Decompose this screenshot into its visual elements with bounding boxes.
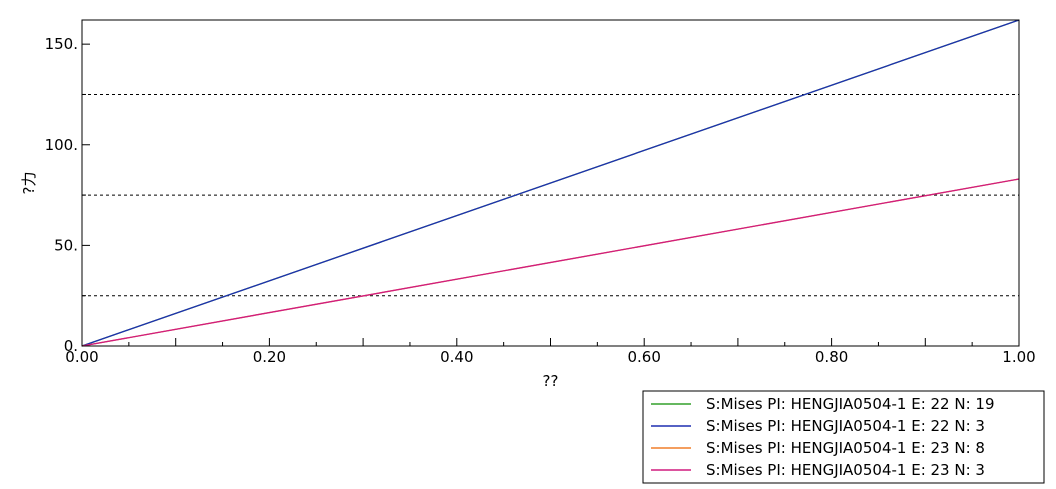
legend-entry: S:Mises PI: HENGJIA0504-1 E: 22 N: 19 [706, 395, 995, 413]
x-tick-label: 0.40 [440, 348, 473, 366]
x-axis: 0.00 0.20 0.40 0.60 0.80 1.00 [65, 338, 1036, 366]
legend-entry: S:Mises PI: HENGJIA0504-1 E: 22 N: 3 [706, 417, 985, 435]
x-tick-label: 0.80 [815, 348, 848, 366]
reference-lines [82, 93, 1019, 297]
series-line-1 [81, 19, 1020, 347]
x-tick-label: 0.60 [627, 348, 660, 366]
x-axis-label: ?? [543, 372, 559, 390]
x-tick-label: 0.00 [65, 348, 98, 366]
series-line-3 [81, 178, 1020, 347]
y-tick-label: 0. [64, 337, 78, 355]
legend-entry: S:Mises PI: HENGJIA0504-1 E: 23 N: 3 [706, 461, 985, 479]
y-tick-label: 100. [45, 136, 78, 154]
y-tick-label: 150. [45, 35, 78, 53]
series-lines [81, 19, 1020, 347]
y-axis-label: ?力 [20, 172, 38, 195]
legend: S:Mises PI: HENGJIA0504-1 E: 22 N: 19 S:M… [642, 390, 1045, 484]
legend-entry: S:Mises PI: HENGJIA0504-1 E: 23 N: 8 [706, 439, 985, 457]
x-tick-label: 0.20 [253, 348, 286, 366]
x-tick-label: 1.00 [1002, 348, 1035, 366]
y-axis: 0. 50. 100. 150. [45, 35, 90, 355]
y-tick-label: 50. [54, 236, 78, 254]
legend-frame [642, 390, 1045, 484]
